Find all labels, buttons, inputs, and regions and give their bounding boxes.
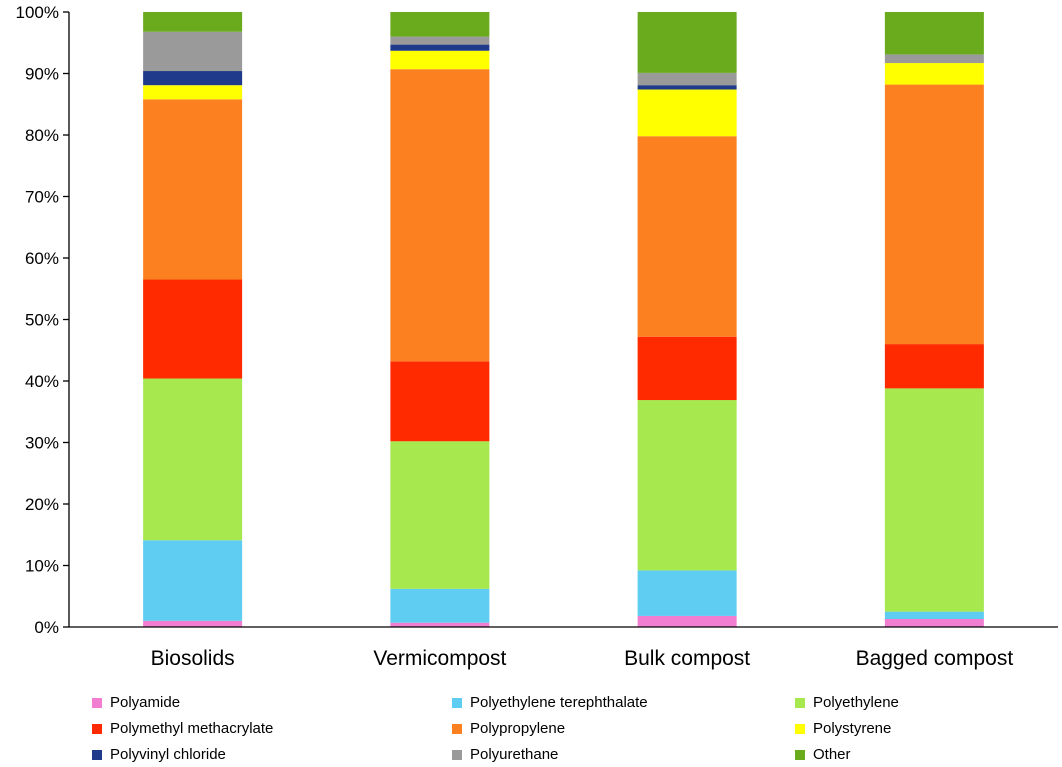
bar-segment [884, 84, 984, 345]
bar-segment [637, 615, 737, 627]
bar-segment [637, 136, 737, 337]
legend-item: Polyurethane [452, 744, 795, 765]
x-category-label: Bulk compost [624, 647, 750, 670]
legend-item: Other [795, 744, 1045, 765]
stacked-bar-chart: 0% 10% 20% 30% 40% 50% 60% 70% 80% 90% 100% Biosol… [16, 3, 1058, 670]
legend-item: Polystyrene [795, 718, 1045, 739]
bar-segment [884, 619, 984, 627]
legend-label: Other [813, 746, 851, 763]
y-tick-label: 80% [25, 126, 59, 145]
y-tick-label: 30% [25, 434, 59, 453]
x-category-label: Bagged compost [856, 647, 1014, 670]
bar-stack [143, 12, 243, 627]
legend-item: Polyvinyl chloride [92, 744, 452, 765]
bar-stack [637, 12, 737, 627]
bar-segment [390, 588, 490, 623]
bar-segment [143, 12, 243, 32]
y-tick-label: 60% [25, 249, 59, 268]
legend-item: Polyamide [92, 692, 452, 713]
legend-item: Polymethyl methacrylate [92, 718, 452, 739]
bar-segment [884, 344, 984, 389]
legend-swatch [795, 697, 805, 708]
bar-segment [884, 388, 984, 612]
bar-segment [143, 279, 243, 379]
bar-segment [390, 36, 490, 45]
bar-segment [143, 71, 243, 86]
legend-item: Polyethylene [795, 692, 1045, 713]
legend-label: Polyamide [110, 694, 181, 711]
legend-swatch [92, 749, 102, 760]
bars [143, 12, 984, 627]
bar-segment [637, 400, 737, 571]
bar-stack [390, 12, 490, 627]
y-tick-label: 20% [25, 495, 59, 514]
bar-segment [143, 85, 243, 100]
bar-segment [143, 31, 243, 72]
bar-segment [143, 540, 243, 621]
legend-label: Polyethylene [813, 694, 899, 711]
y-axis: 0% 10% 20% 30% 40% 50% 60% 70% 80% 90% 100% [16, 3, 70, 637]
legend-label: Polypropylene [470, 720, 566, 737]
y-tick-label: 100% [16, 3, 59, 22]
legend-swatch [452, 697, 462, 708]
y-tick-label: 0% [34, 618, 59, 637]
y-tick-label: 70% [25, 188, 59, 207]
legend-label: Polymethyl methacrylate [110, 720, 274, 737]
bar-segment [637, 12, 737, 73]
bar-segment [390, 69, 490, 362]
bar-segment [390, 622, 490, 627]
bar-segment [884, 12, 984, 55]
bar-segment [637, 72, 737, 86]
y-tick-label: 40% [25, 372, 59, 391]
bar-segment [884, 611, 984, 620]
legend-label: Polyvinyl chloride [110, 746, 226, 763]
bar-stack [884, 12, 984, 627]
bar-segment [884, 54, 984, 64]
x-category-label: Biosolids [151, 647, 235, 670]
bar-segment [637, 85, 737, 90]
legend-label: Polyethylene terephthalate [470, 694, 648, 711]
legend-swatch [452, 749, 462, 760]
legend-swatch [92, 697, 102, 708]
x-axis: Biosolids Vermicompost Bulk compost Bagged … [69, 626, 1058, 670]
bar-segment [637, 570, 737, 616]
bar-segment [390, 361, 490, 442]
x-category-label: Vermicompost [373, 647, 506, 670]
legend: Polyamide Polyethylene terephthalate Polye… [92, 692, 1052, 765]
legend-label: Polyurethane [470, 746, 559, 763]
bar-segment [143, 378, 243, 541]
bar-segment [637, 336, 737, 401]
legend-swatch [452, 723, 462, 734]
bar-segment [884, 63, 984, 85]
legend-item: Polyethylene terephthalate [452, 692, 795, 713]
legend-swatch [795, 723, 805, 734]
bar-segment [637, 89, 737, 137]
legend-swatch [92, 723, 102, 734]
bar-segment [390, 12, 490, 37]
y-tick-label: 10% [25, 557, 59, 576]
bar-segment [390, 44, 490, 51]
y-tick-label: 90% [25, 65, 59, 84]
legend-swatch [795, 749, 805, 760]
bar-segment [143, 99, 243, 280]
legend-label: Polystyrene [813, 720, 892, 737]
bar-segment [390, 441, 490, 589]
bar-segment [143, 620, 243, 627]
legend-item: Polypropylene [452, 718, 795, 739]
y-tick-label: 50% [25, 311, 59, 330]
bar-segment [390, 50, 490, 70]
